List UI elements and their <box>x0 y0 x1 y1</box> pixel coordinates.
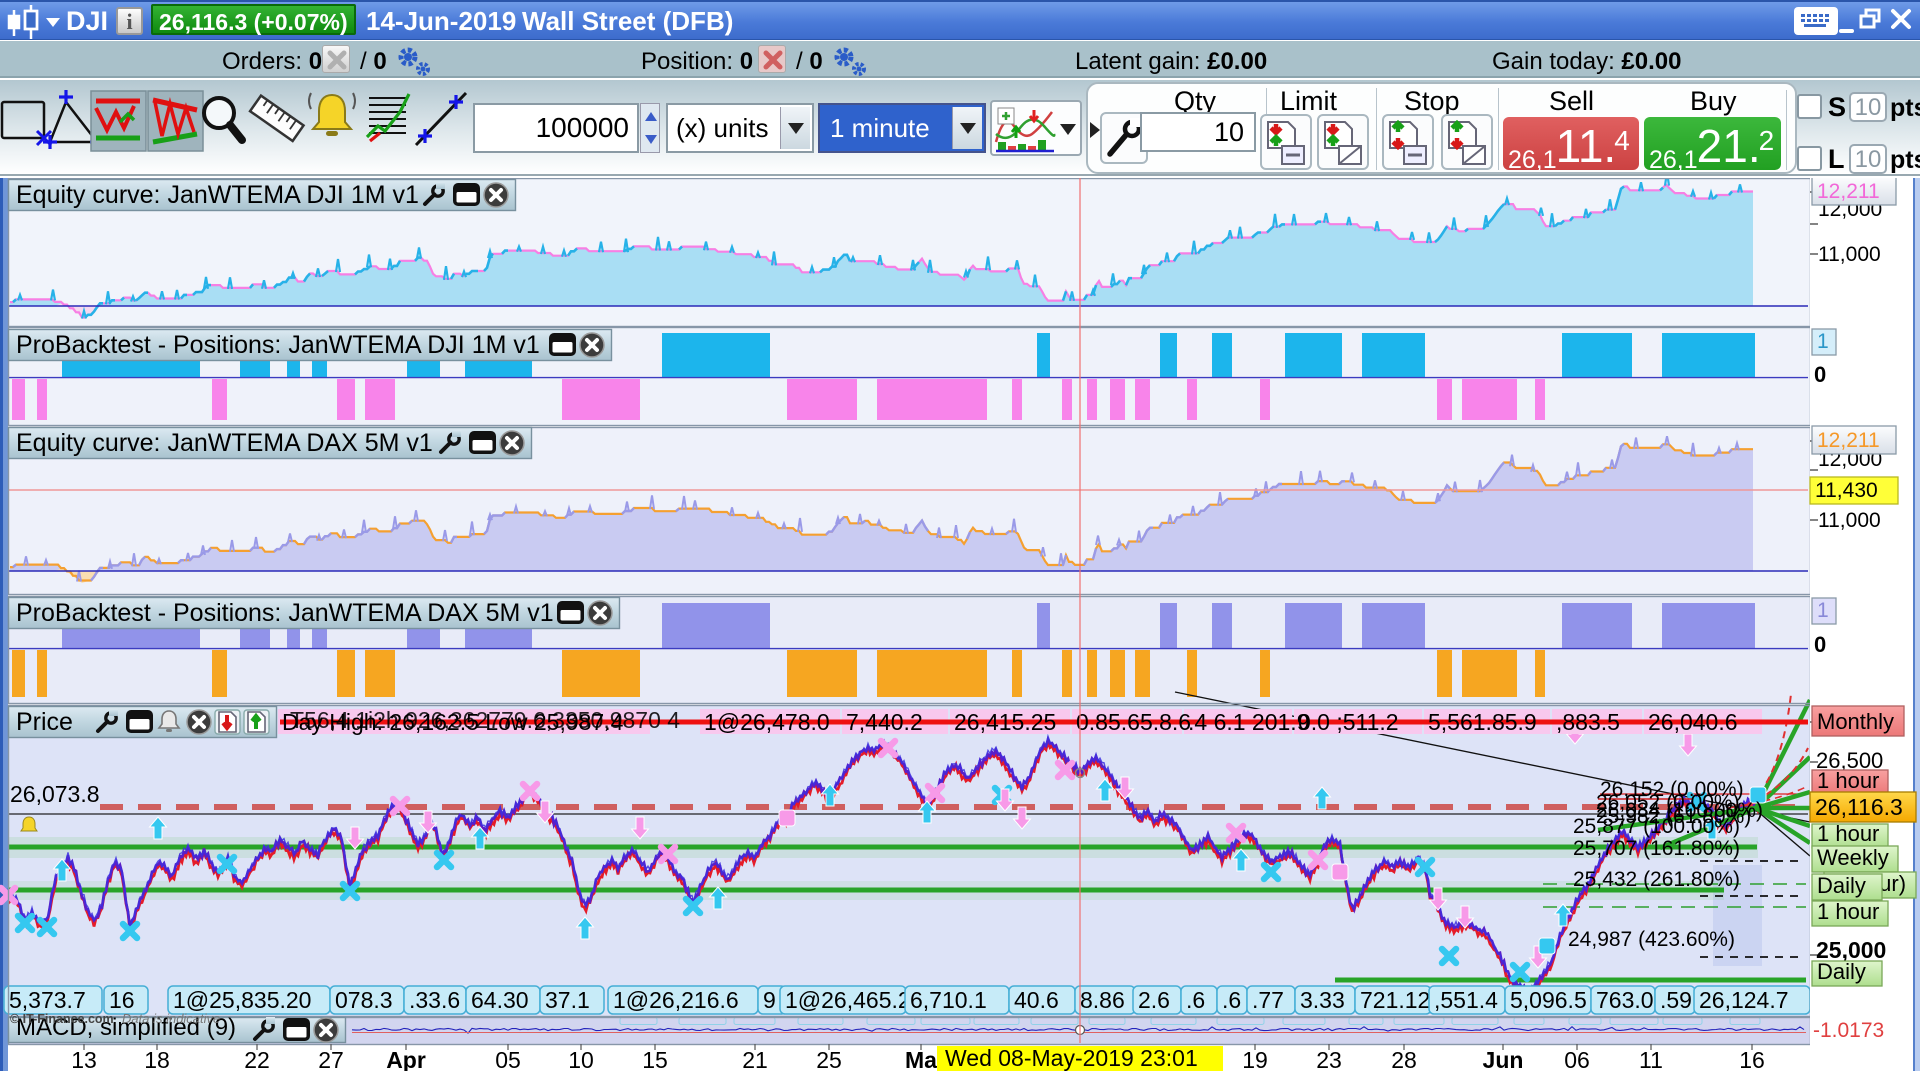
svg-text:1 hour: 1 hour <box>1817 768 1879 793</box>
svg-text:6,710.1: 6,710.1 <box>910 987 987 1013</box>
svg-text:1@25,835.20: 1@25,835.20 <box>173 987 311 1013</box>
svg-text:13: 13 <box>71 1047 97 1071</box>
svg-text:Data is indicative: Data is indicative <box>122 1011 220 1026</box>
svg-text:26,500: 26,500 <box>1816 748 1883 773</box>
svg-text:0: 0 <box>1814 362 1826 387</box>
svg-text:16: 16 <box>1739 1047 1765 1071</box>
svg-text:MACD, simplified (9): MACD, simplified (9) <box>16 1014 236 1041</box>
svg-text:25,982 (61.80%): 25,982 (61.80%) <box>1596 805 1751 828</box>
svg-text:1@26,465.2: 1@26,465.2 <box>785 987 911 1013</box>
svg-text:Apr: Apr <box>386 1047 426 1071</box>
svg-text:.4 6.1 201.9: .4 6.1 201.9 <box>1188 709 1310 735</box>
svg-text:11,000: 11,000 <box>1818 243 1881 266</box>
svg-text:0.0 ;511.2: 0.0 ;511.2 <box>1298 709 1399 735</box>
svg-text:,883.5: ,883.5 <box>1556 709 1620 735</box>
svg-text:25,707 (161.80%): 25,707 (161.80%) <box>1573 837 1740 860</box>
svg-text:7,440.2: 7,440.2 <box>846 709 923 735</box>
svg-text:Jun: Jun <box>1483 1047 1524 1071</box>
svg-text:26,124.7: 26,124.7 <box>1699 987 1789 1013</box>
svg-text:12,211: 12,211 <box>1817 180 1880 203</box>
svg-text:T56,4 1i2h 926,362779.6,3350,9: T56,4 1i2h 926,362779.6,3350,9870 4 <box>290 707 680 733</box>
svg-text:8.86: 8.86 <box>1080 987 1125 1013</box>
svg-text:16: 16 <box>109 987 135 1013</box>
svg-text:21: 21 <box>742 1047 768 1071</box>
svg-text:1 hour: 1 hour <box>1817 899 1879 924</box>
svg-text:25,432 (261.80%): 25,432 (261.80%) <box>1573 868 1740 891</box>
svg-text:05: 05 <box>495 1047 521 1071</box>
svg-text:0.85.65.8.6: 0.85.65.8.6 <box>1076 709 1191 735</box>
svg-text:19: 19 <box>1242 1047 1268 1071</box>
svg-text:Monthly: Monthly <box>1817 709 1894 734</box>
svg-text:5,096.5: 5,096.5 <box>1510 987 1587 1013</box>
svg-text:26,040.6: 26,040.6 <box>1648 709 1738 735</box>
svg-text:5,561.85.9: 5,561.85.9 <box>1428 709 1537 735</box>
svg-text:.6: .6 <box>1222 987 1241 1013</box>
svg-text:Weekly: Weekly <box>1817 845 1889 870</box>
svg-text:26,052 (0.00%): 26,052 (0.00%) <box>1596 791 1740 814</box>
svg-text:23: 23 <box>1316 1047 1342 1071</box>
svg-text:11,430: 11,430 <box>1815 479 1878 502</box>
svg-text:Wed 08-May-2019 23:01: Wed 08-May-2019 23:01 <box>945 1045 1198 1071</box>
svg-text:1@26,216.6: 1@26,216.6 <box>613 987 739 1013</box>
svg-text:.6: .6 <box>1186 987 1205 1013</box>
svg-text:06: 06 <box>1564 1047 1590 1071</box>
svg-text:1 hour: 1 hour <box>1817 821 1879 846</box>
svg-text:11,000: 11,000 <box>1818 509 1881 532</box>
svg-text:18: 18 <box>144 1047 170 1071</box>
svg-text:721.12: 721.12 <box>1360 987 1430 1013</box>
svg-text:078.3: 078.3 <box>335 987 393 1013</box>
svg-text:Daily: Daily <box>1817 959 1866 984</box>
svg-text:12,211: 12,211 <box>1817 429 1880 452</box>
svg-text:,551.4: ,551.4 <box>1434 987 1498 1013</box>
svg-text:40.6: 40.6 <box>1014 987 1059 1013</box>
svg-text:27: 27 <box>318 1047 344 1071</box>
svg-text:26,415.25: 26,415.25 <box>954 709 1056 735</box>
svg-text:.33.6: .33.6 <box>409 987 460 1013</box>
svg-text:64.30: 64.30 <box>471 987 529 1013</box>
svg-text:25,000: 25,000 <box>1816 937 1886 963</box>
svg-text:26,073.8: 26,073.8 <box>10 781 100 807</box>
svg-text:26,152 (0.00%): 26,152 (0.00%) <box>1600 778 1744 801</box>
svg-text:.59: .59 <box>1660 987 1692 1013</box>
svg-text:24,987 (423.60%): 24,987 (423.60%) <box>1568 928 1735 951</box>
svg-text:Equity curve: JanWTEMA DJI 1M: Equity curve: JanWTEMA DJI 1M v1 <box>16 181 419 209</box>
svg-text:26,116.3: 26,116.3 <box>1815 794 1903 820</box>
svg-text:3.33: 3.33 <box>1300 987 1345 1013</box>
svg-text:1: 1 <box>1817 330 1829 353</box>
svg-text:Daily: Daily <box>1817 873 1866 898</box>
svg-text:Equity curve: JanWTEMA DAX 5M: Equity curve: JanWTEMA DAX 5M v1 <box>16 429 433 457</box>
svg-text:25,877 (100.00%): 25,877 (100.00%) <box>1573 815 1740 838</box>
svg-text:26,034 (100.00%): 26,034 (100.00%) <box>1596 799 1763 822</box>
svg-text:1: 1 <box>1817 599 1829 622</box>
svg-text:ProBacktest - Positions: JanWT: ProBacktest - Positions: JanWTEMA DAX 5M… <box>16 599 554 627</box>
svg-text:1@26,478.0: 1@26,478.0 <box>704 709 830 735</box>
svg-text:0: 0 <box>1814 632 1826 657</box>
svg-text:Day High: 26,162.5 Low 25,987.: Day High: 26,162.5 Low 25,987.4 <box>282 709 624 735</box>
svg-text:© IT-Finance.com: © IT-Finance.com <box>10 1012 114 1026</box>
svg-text:11: 11 <box>1639 1047 1663 1071</box>
svg-text:15: 15 <box>642 1047 668 1071</box>
svg-text:.77: .77 <box>1252 987 1284 1013</box>
svg-text:Ma: Ma <box>905 1047 937 1071</box>
svg-text:2.6: 2.6 <box>1138 987 1170 1013</box>
svg-text:763.0: 763.0 <box>1596 987 1654 1013</box>
svg-text:-1.0173: -1.0173 <box>1813 1019 1884 1042</box>
svg-text:22: 22 <box>244 1047 270 1071</box>
svg-text:28: 28 <box>1391 1047 1417 1071</box>
svg-text:Price: Price <box>16 708 73 736</box>
svg-text:5,373.7: 5,373.7 <box>9 987 86 1013</box>
svg-text:10: 10 <box>568 1047 594 1071</box>
svg-text:9: 9 <box>763 987 776 1013</box>
svg-text:ProBacktest - Positions: JanWT: ProBacktest - Positions: JanWTEMA DJI 1M… <box>16 331 540 359</box>
svg-text:37.1: 37.1 <box>545 987 590 1013</box>
svg-text:25: 25 <box>816 1047 842 1071</box>
